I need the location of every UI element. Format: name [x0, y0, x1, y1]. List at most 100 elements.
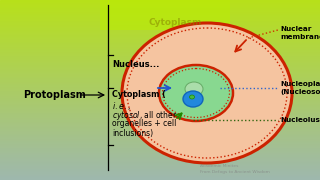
Bar [0, 81, 320, 82]
Bar [0, 141, 320, 142]
Bar [0, 26, 320, 27]
Bar [0, 133, 320, 134]
Bar [0, 102, 320, 103]
Bar [0, 174, 320, 175]
Bar [0, 175, 320, 176]
Bar [0, 45, 320, 46]
Bar [0, 108, 320, 109]
Bar [0, 82, 320, 83]
Bar [0, 152, 320, 153]
Text: organelles + cell: organelles + cell [112, 119, 176, 128]
Bar [0, 154, 320, 155]
Bar [0, 128, 320, 129]
Bar [0, 64, 320, 65]
Bar [100, 0, 230, 30]
Text: $\it{cytosol}$, all other: $\it{cytosol}$, all other [112, 109, 178, 122]
Bar [0, 119, 320, 120]
Bar [0, 62, 320, 63]
Bar [0, 73, 320, 74]
Bar [0, 72, 320, 73]
Bar [0, 110, 320, 111]
Bar [0, 176, 320, 177]
Ellipse shape [185, 82, 203, 96]
Bar [0, 18, 320, 19]
Bar [0, 44, 320, 45]
Bar [0, 83, 320, 84]
Bar [0, 47, 320, 48]
Bar [0, 69, 320, 70]
Bar [0, 159, 320, 160]
Bar [0, 142, 320, 143]
Bar [0, 124, 320, 125]
Bar [0, 120, 320, 121]
Bar [0, 113, 320, 114]
Bar [0, 56, 320, 57]
Bar [0, 151, 320, 152]
Bar [0, 33, 320, 34]
Bar [0, 70, 320, 71]
Bar [0, 27, 320, 28]
Bar [0, 38, 320, 39]
Bar [0, 13, 320, 14]
Text: Nuclear
membrane: Nuclear membrane [280, 26, 320, 40]
Bar [0, 144, 320, 145]
Bar [0, 156, 320, 157]
Bar [0, 78, 320, 79]
Bar [0, 112, 320, 113]
Bar [0, 16, 320, 17]
Bar [0, 150, 320, 151]
Text: Protoplasm: Protoplasm [23, 90, 85, 100]
Bar [0, 130, 320, 131]
Ellipse shape [183, 91, 203, 107]
Bar [0, 34, 320, 35]
Bar [0, 2, 320, 3]
Bar [0, 39, 320, 40]
Bar [0, 55, 320, 56]
Ellipse shape [163, 69, 229, 118]
Bar [0, 7, 320, 8]
Bar [0, 75, 320, 76]
Bar [0, 31, 320, 32]
Bar [0, 9, 320, 10]
Bar [0, 153, 320, 154]
Bar [0, 149, 320, 150]
Text: Cytoplasm: Cytoplasm [148, 18, 202, 27]
Bar [0, 93, 320, 94]
Bar [0, 140, 320, 141]
Ellipse shape [127, 28, 287, 158]
Bar [0, 6, 320, 7]
Bar [0, 96, 320, 97]
Bar [0, 163, 320, 164]
Bar [0, 166, 320, 167]
Bar [0, 134, 320, 135]
Bar [0, 0, 320, 1]
Bar [0, 14, 320, 15]
Bar [0, 92, 320, 93]
Bar [0, 46, 320, 47]
Bar [0, 178, 320, 179]
Text: Nucleolus: Nucleolus [280, 117, 320, 123]
Bar [0, 17, 320, 18]
Bar [0, 103, 320, 104]
Ellipse shape [122, 23, 292, 163]
Bar [0, 173, 320, 174]
Bar [0, 169, 320, 170]
Bar [0, 23, 320, 24]
Bar [0, 88, 320, 89]
Bar [0, 165, 320, 166]
Bar [0, 85, 320, 86]
Bar [0, 146, 320, 147]
Bar [0, 57, 320, 58]
Bar [0, 4, 320, 5]
Bar [0, 30, 320, 31]
Bar [0, 76, 320, 77]
Bar [0, 121, 320, 122]
Bar [0, 25, 320, 26]
Bar [0, 114, 320, 115]
Bar [0, 22, 320, 23]
Bar [0, 86, 320, 87]
Bar [0, 171, 320, 172]
Bar [0, 101, 320, 102]
Bar [0, 116, 320, 117]
Text: Nucleoplasm
(Nucleosol): Nucleoplasm (Nucleosol) [280, 81, 320, 95]
